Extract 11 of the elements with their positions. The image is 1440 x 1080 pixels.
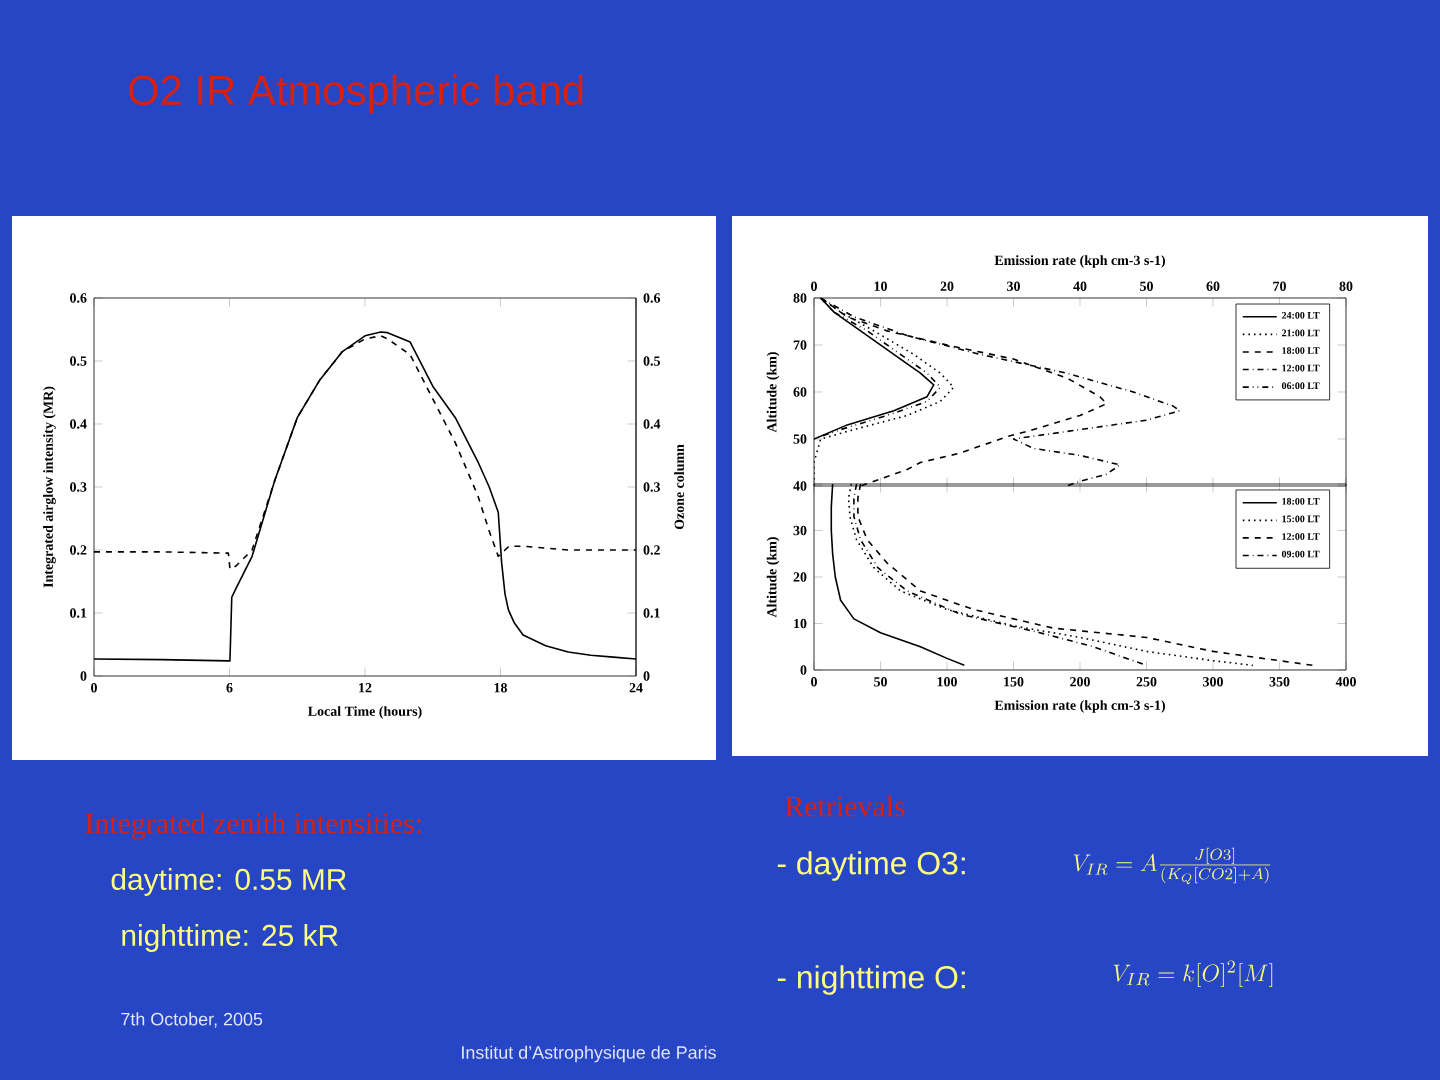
text: daytime: 0.55 MR <box>111 868 346 896</box>
text: O2 IR Atmospheric band <box>129 74 583 114</box>
text: $V_{IR} = A\frac{J[O3]}{(K_Q[CO2]+A)}$ <box>1073 847 1271 885</box>
text: - daytime O3: <box>777 851 965 881</box>
text: - nighttime O: <box>777 965 965 995</box>
text: nighttime: 25 kR <box>122 924 338 952</box>
text: $V_{IR} = k[O]^2[M]$ <box>1113 960 1273 988</box>
text: Institut d’Astrophysique de Paris <box>462 1045 716 1063</box>
text: Retrievals <box>785 795 905 817</box>
text: Integrated zenith intensities: <box>85 812 421 840</box>
text: 7th October, 2005 <box>121 1012 263 1028</box>
